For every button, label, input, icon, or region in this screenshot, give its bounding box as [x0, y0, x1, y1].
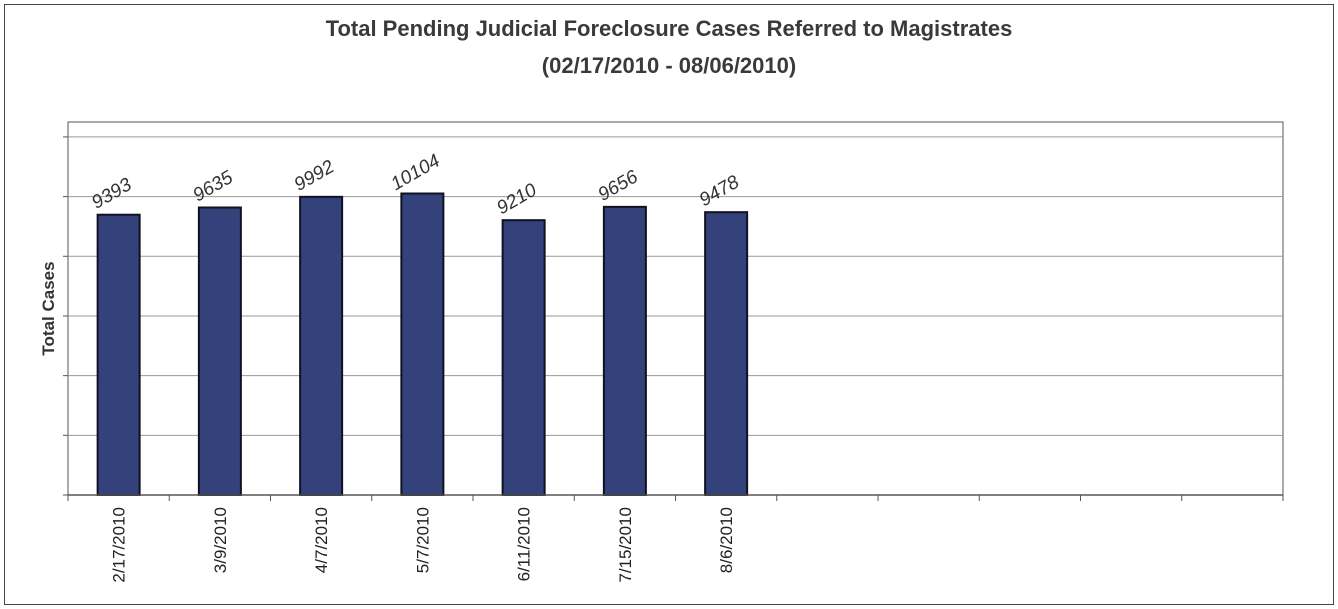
gridlines: [68, 136, 1283, 436]
bar: [299, 195, 344, 496]
category-label: 8/6/2010: [717, 507, 736, 573]
category-labels: 2/17/2010 3/9/2010 4/7/2010 5/7/2010 6/11/20…: [110, 507, 737, 583]
bar: [400, 192, 445, 496]
category-label: 4/7/2010: [312, 507, 331, 573]
bars: [96, 192, 749, 496]
bar: [96, 213, 141, 496]
chart-subtitle: (02/17/2010 - 08/06/2010): [541, 53, 797, 78]
bar: [602, 205, 647, 496]
y-axis-label: Total Cases: [39, 261, 58, 355]
category-label: 2/17/2010: [110, 507, 129, 583]
bar: [704, 211, 749, 496]
category-label: 7/15/2010: [616, 507, 635, 583]
category-label: 6/11/2010: [515, 507, 534, 581]
x-axis: [63, 136, 1284, 501]
bar: [197, 206, 242, 496]
bar: [501, 219, 546, 496]
category-label: 3/9/2010: [211, 507, 230, 573]
category-label: 5/7/2010: [413, 507, 432, 573]
plot-area: [67, 121, 1284, 496]
chart-title: Total Pending Judicial Foreclosure Cases…: [325, 16, 1013, 41]
